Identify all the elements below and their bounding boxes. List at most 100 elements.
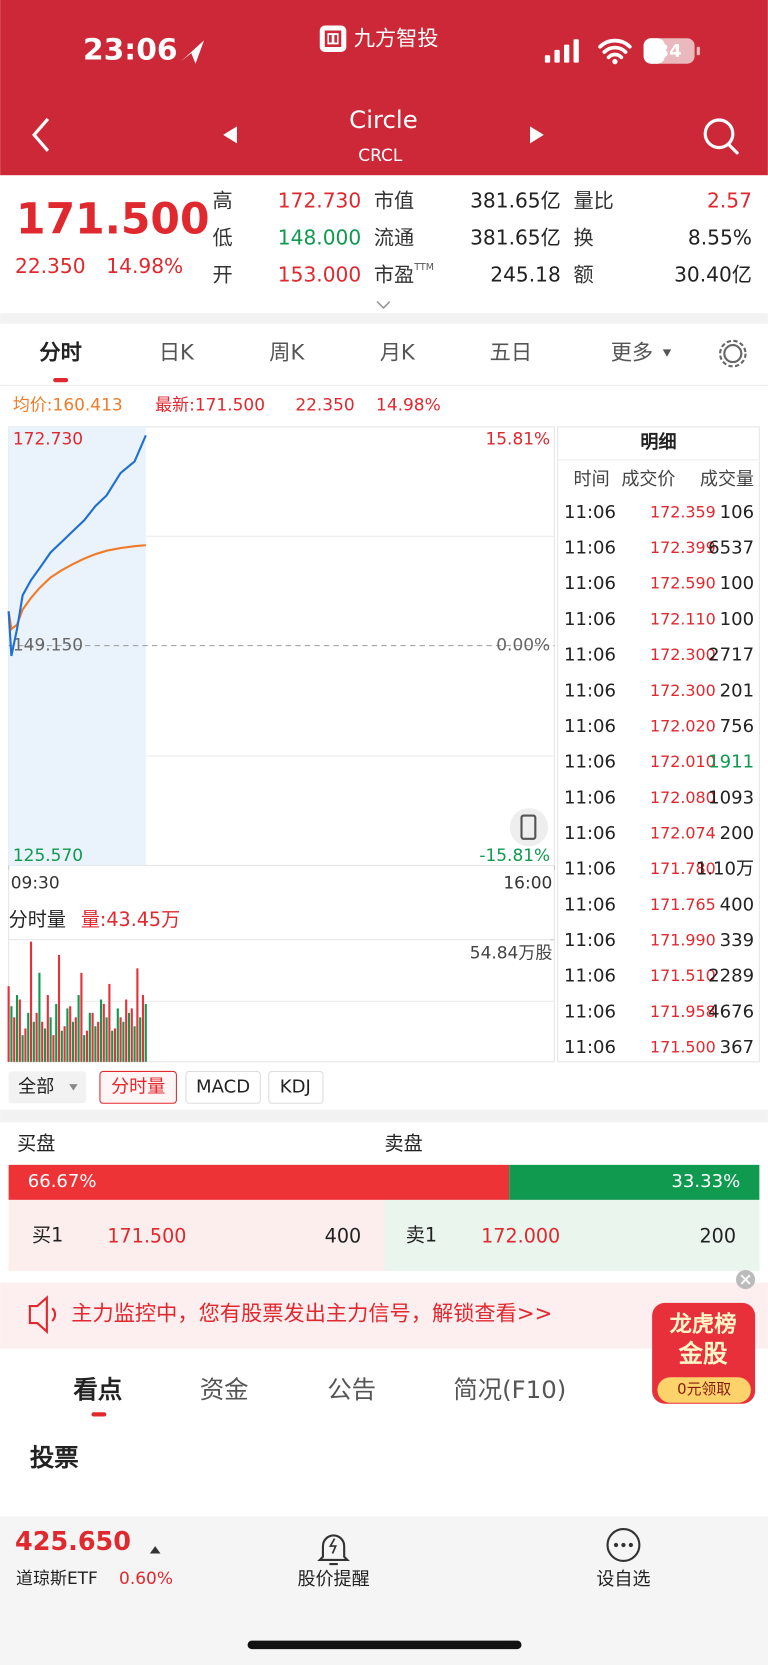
watchlist-icon[interactable] — [606, 1528, 641, 1562]
volume-bar — [57, 954, 61, 1062]
stat-label: 换 — [574, 225, 594, 249]
latest-change: 22.350 — [295, 396, 354, 416]
button-bg[interactable] — [99, 1070, 177, 1104]
trade-volume: 2289 — [708, 966, 754, 987]
index-change[interactable]: 0.60% — [119, 1569, 173, 1589]
promo[interactable]: 龙虎榜 金股 0元领取 — [652, 1302, 756, 1404]
trade-time: 11:06 — [564, 930, 616, 951]
trade-time: 11:06 — [564, 1001, 616, 1022]
indicator-button[interactable]: KDJ — [280, 1076, 311, 1097]
section-tab[interactable]: 公告 — [327, 1375, 376, 1404]
trade-price: 172.110 — [650, 609, 716, 628]
index-name[interactable]: 道琼斯ETF — [16, 1569, 98, 1589]
volume-bar — [74, 1017, 77, 1062]
button-bg[interactable] — [8, 1071, 87, 1104]
volume-bar — [21, 1035, 24, 1062]
trade-price: 172.020 — [650, 716, 716, 735]
trade-price: 171.990 — [650, 931, 716, 950]
trade-price: 172.300 — [650, 645, 716, 664]
volume-bar — [108, 983, 111, 1062]
volume-bar — [24, 1028, 27, 1062]
section-tab[interactable]: 资金 — [200, 1375, 249, 1404]
alert-label[interactable]: 股价提醒 — [297, 1569, 369, 1590]
volume-bar — [88, 1012, 91, 1062]
trade-time: 11:06 — [564, 609, 616, 630]
chart-tab[interactable]: 更多 — [611, 341, 653, 366]
wifi-icon — [598, 38, 632, 60]
chart-tab[interactable]: 周K — [269, 341, 305, 366]
promo-button-text: 0元领取 — [677, 1380, 731, 1398]
section-tab[interactable]: 看点 — [73, 1375, 122, 1404]
volume-bar — [66, 1008, 69, 1062]
detail-title: 明细 — [640, 431, 676, 453]
volume-bar — [15, 995, 19, 1062]
app-logo — [319, 25, 347, 53]
rotate-button[interactable] — [509, 808, 549, 847]
chart-tab[interactable]: 日K — [159, 341, 195, 366]
volume-bar — [10, 1006, 13, 1062]
latest-price: 最新:171.500 — [155, 396, 265, 416]
next-stock[interactable] — [530, 126, 544, 144]
bell-icon[interactable] — [317, 1534, 350, 1566]
volume-subtitle: 量:43.45万 — [81, 908, 180, 931]
trade-time: 11:06 — [564, 752, 616, 773]
stat-sup: TTM — [413, 262, 434, 273]
stock-code: CRCL — [358, 146, 403, 166]
volume-bar — [80, 972, 83, 1062]
volume-bar — [125, 999, 128, 1062]
volume-bar — [38, 972, 41, 1062]
chart-tab[interactable]: 分时 — [39, 341, 81, 366]
section-tab[interactable]: 简况(F10) — [453, 1375, 566, 1404]
volume-bar — [133, 1026, 136, 1062]
detail-panel — [557, 426, 760, 1063]
volume-title: 分时量 — [9, 908, 66, 931]
settings-button[interactable] — [723, 344, 743, 364]
button-bg[interactable] — [185, 1070, 261, 1104]
section-heading: 投票 — [30, 1443, 79, 1472]
watchlist-label[interactable]: 设自选 — [596, 1569, 650, 1590]
sell-ratio-label: 33.33% — [671, 1171, 740, 1192]
chart-tab[interactable]: 五日 — [490, 341, 532, 366]
trade-volume: 4676 — [708, 1001, 754, 1022]
more-arrow — [662, 349, 672, 357]
volume-bar — [7, 986, 10, 1062]
trade-price: 171.500 — [650, 1038, 716, 1057]
battery-level — [643, 38, 665, 64]
volume-bar — [85, 1030, 89, 1062]
chart-tab[interactable]: 月K — [380, 341, 416, 366]
x-tick-label: 16:00 — [503, 873, 552, 893]
volume-bar — [60, 1030, 63, 1062]
indicator-button[interactable]: MACD — [196, 1076, 250, 1097]
prev-stock[interactable] — [223, 126, 237, 144]
trade-time: 11:06 — [564, 966, 616, 987]
volume-bar — [71, 1021, 75, 1062]
buy-label: 买盘 — [17, 1132, 55, 1155]
sell-ratio-bar — [509, 1164, 760, 1200]
indicator-button[interactable]: 分时量 — [111, 1076, 165, 1097]
banner-bg[interactable] — [0, 1282, 768, 1349]
bell-bolt — [328, 1538, 337, 1554]
section-bg — [0, 1357, 768, 1517]
y-tick-label: 172.730 — [13, 430, 83, 450]
expand-arrow[interactable] — [376, 301, 391, 310]
promo-button[interactable] — [657, 1377, 751, 1403]
trade-time: 11:06 — [564, 573, 616, 594]
trade-time: 11:06 — [564, 894, 616, 915]
wifi-dot — [612, 58, 618, 65]
volume-bar — [113, 1028, 117, 1062]
volume-tick-label: 54.84万股 — [470, 944, 553, 964]
home-indicator — [247, 1640, 522, 1650]
index-arrow — [149, 1546, 161, 1554]
indicator-button[interactable]: 全部 — [18, 1076, 54, 1097]
button-bg[interactable] — [268, 1070, 324, 1104]
stat-label: 流通 — [374, 225, 414, 249]
banner-text[interactable]: 主力监控中，您有股票发出主力信号，解锁查看>> — [71, 1302, 552, 1327]
promo-title: 龙虎榜 — [670, 1311, 737, 1338]
search-button[interactable] — [703, 118, 735, 150]
y-tick-label: 125.570 — [13, 846, 83, 866]
y2-tick-label: 15.81% — [485, 430, 550, 450]
volume-bar — [63, 1026, 66, 1062]
location-icon — [180, 40, 205, 64]
back-button[interactable] — [32, 117, 50, 152]
index-price[interactable]: 425.650 — [15, 1527, 131, 1557]
